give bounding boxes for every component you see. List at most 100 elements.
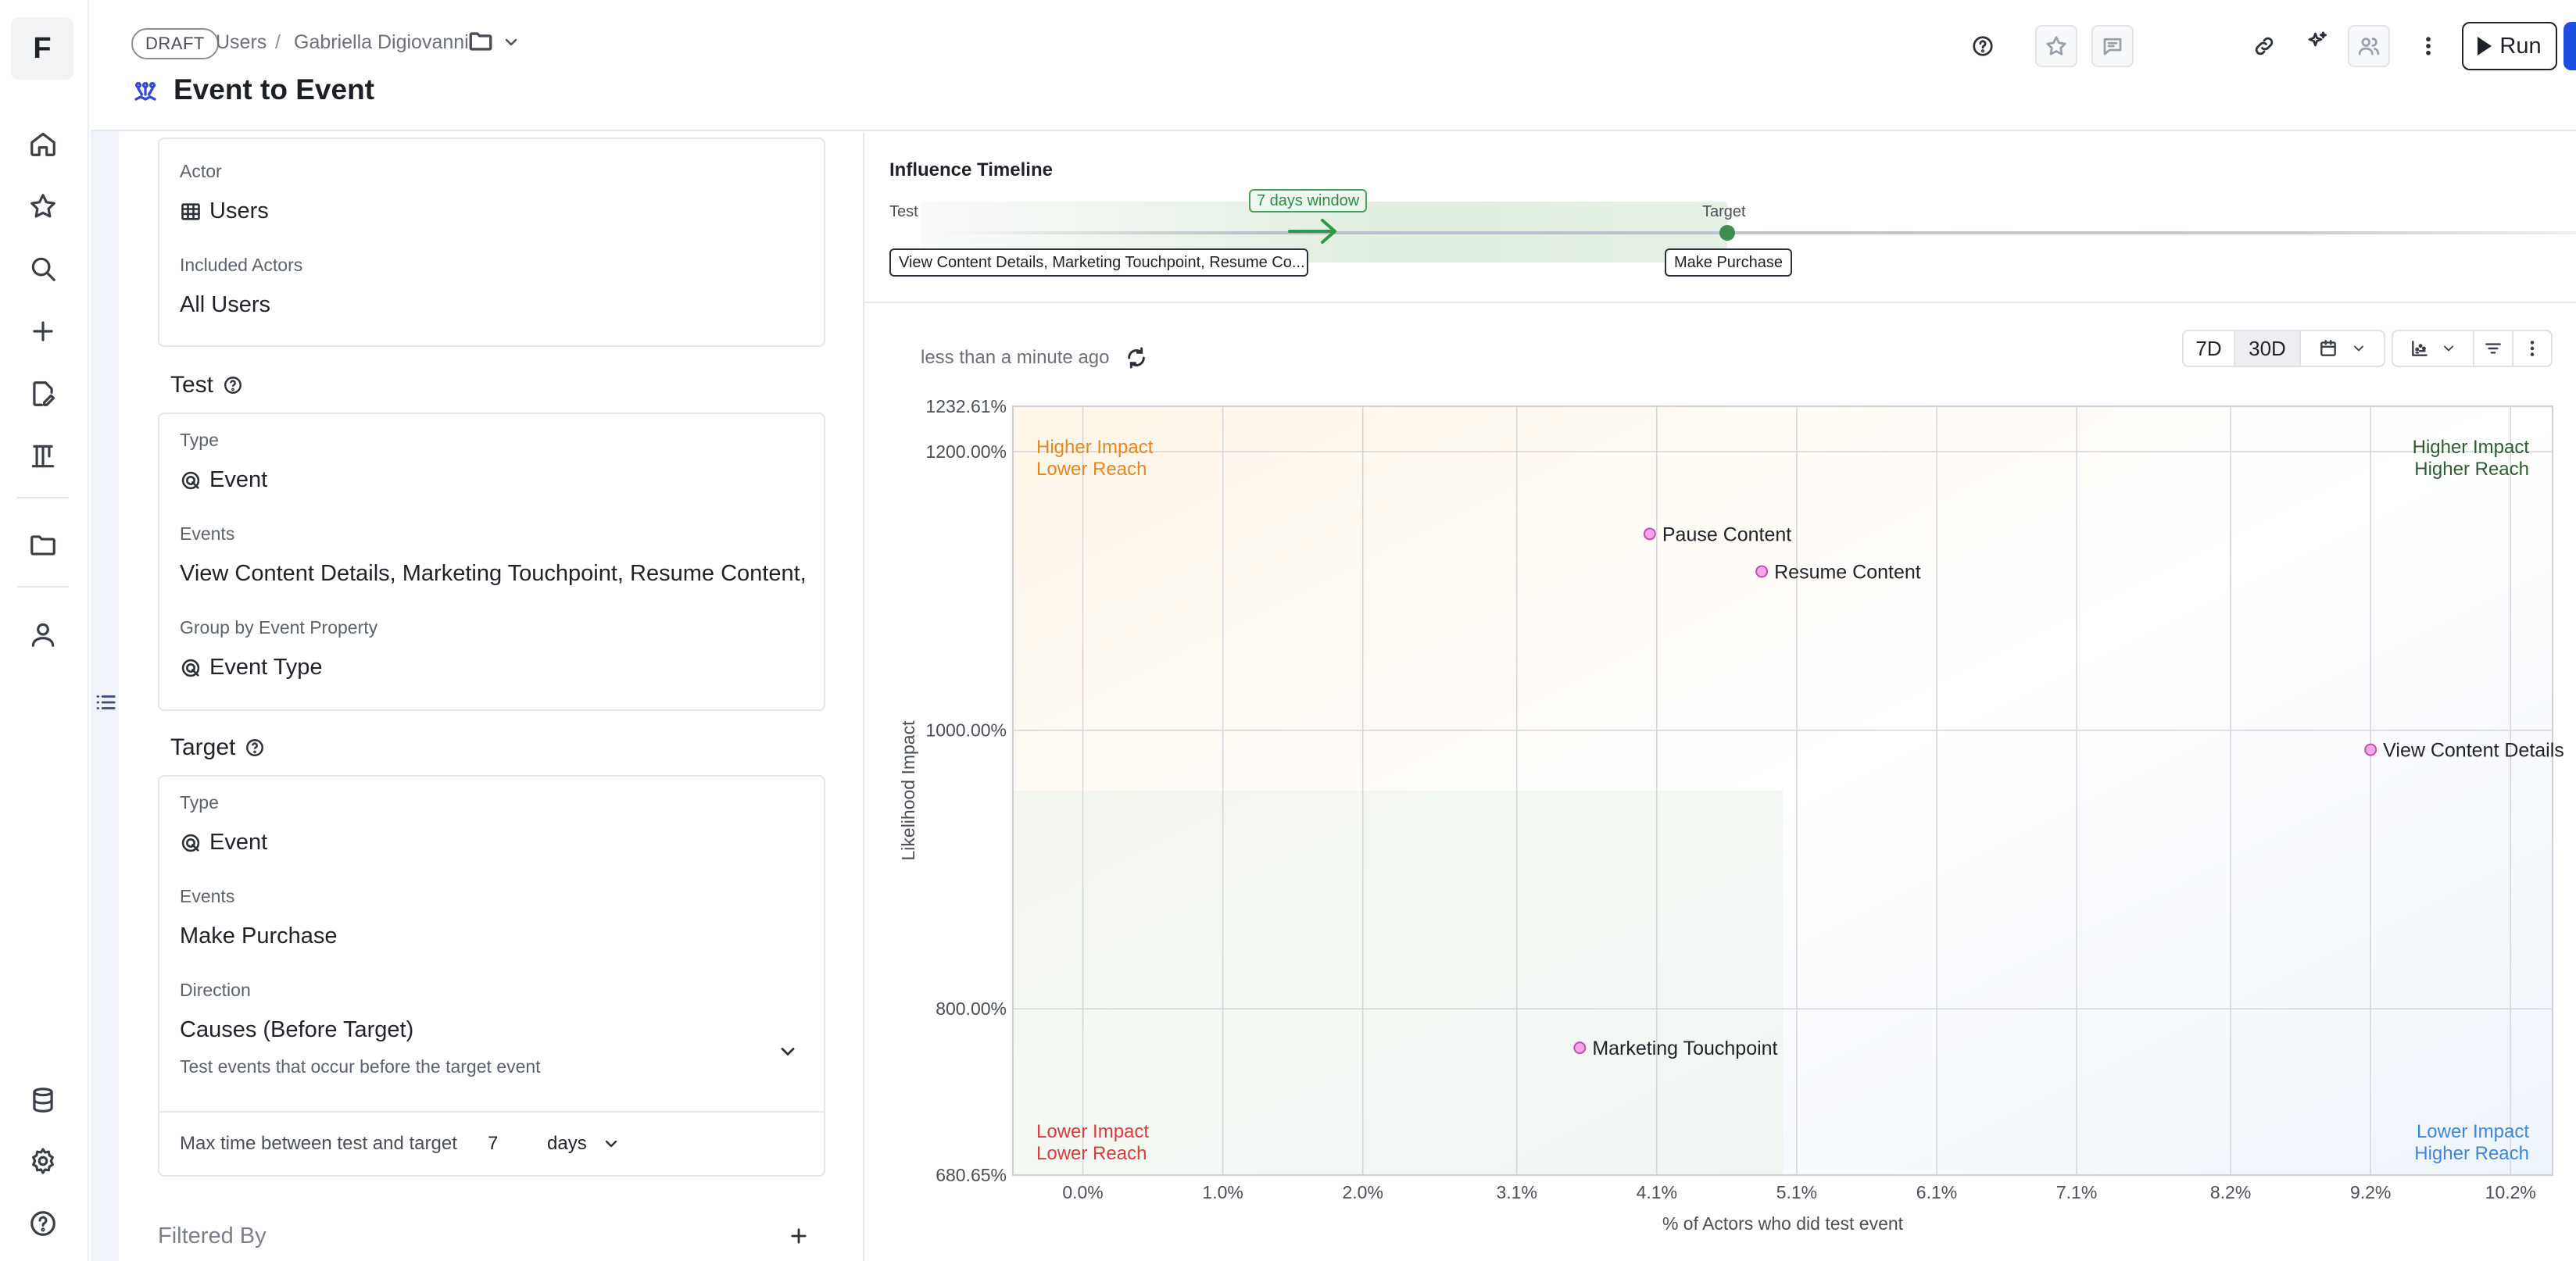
share-users-icon[interactable] <box>2348 25 2390 67</box>
edit-document-icon[interactable] <box>26 377 60 411</box>
scatter-point-label: Resume Content <box>1774 561 1921 583</box>
actor-value[interactable]: Users <box>180 198 269 224</box>
chevron-down-icon <box>2444 345 2453 352</box>
calendar-icon <box>2320 340 2336 356</box>
x-tick-label: 10.2% <box>2485 1182 2536 1202</box>
chevron-down-icon[interactable] <box>502 33 521 52</box>
list-toggle-icon[interactable] <box>94 691 117 714</box>
y-tick-label: 1200.00% <box>925 441 1007 462</box>
x-tick-label: 7.1% <box>2056 1182 2097 1202</box>
user-icon[interactable] <box>26 617 60 652</box>
test-type-value[interactable]: Event <box>180 467 267 493</box>
breadcrumb-separator: / <box>275 31 281 53</box>
timeline-target-chip[interactable]: Make Purchase <box>1665 248 1792 277</box>
timeline-test-chip[interactable]: View Content Details, Marketing Touchpoi… <box>889 248 1308 277</box>
date-picker-button[interactable] <box>2299 330 2385 367</box>
help-icon[interactable] <box>245 738 265 758</box>
group-by-value[interactable]: Event Type <box>180 655 323 681</box>
test-type-label: Type <box>180 430 219 450</box>
help-icon[interactable] <box>223 375 243 395</box>
run-button[interactable]: Run <box>2462 22 2557 70</box>
favorite-star-icon[interactable] <box>2035 25 2077 67</box>
target-type-value[interactable]: Event <box>180 830 267 856</box>
scatter-point-label: Pause Content <box>1662 523 1791 545</box>
app-logo[interactable]: F <box>11 17 73 80</box>
x-tick-label: 2.0% <box>1343 1182 1383 1202</box>
chevron-down-icon[interactable] <box>777 1041 799 1063</box>
breadcrumb-users[interactable]: Users <box>216 31 267 53</box>
influence-timeline: Influence Timeline Test Target 7 days wi… <box>864 133 2576 303</box>
timeline-axis-line <box>943 231 2576 234</box>
save-button[interactable]: Save <box>2563 22 2576 70</box>
max-time-label: Max time between test and target <box>180 1133 457 1154</box>
direction-hint: Test events that occur before the target… <box>180 1056 541 1077</box>
folder-icon[interactable] <box>26 528 60 563</box>
quadrant-label-bottom-right: Higher Reach <box>2414 1143 2529 1164</box>
home-icon[interactable] <box>26 127 60 161</box>
x-axis-label: % of Actors who did test event <box>1662 1213 1904 1234</box>
included-actors-label: Included Actors <box>180 255 303 275</box>
quadrant-label-top-left: Lower Reach <box>1036 459 1147 480</box>
y-tick-label: 1232.61% <box>925 396 1007 416</box>
test-events-label: Events <box>180 523 235 544</box>
plus-icon[interactable] <box>26 314 60 348</box>
included-actors-value[interactable]: All Users <box>180 292 271 317</box>
status-badge: DRAFT <box>131 28 219 59</box>
last-updated: less than a minute ago <box>921 345 1149 370</box>
target-events-value[interactable]: Make Purchase <box>180 923 338 948</box>
nav-divider <box>17 497 69 498</box>
search-icon[interactable] <box>26 252 60 286</box>
chart-area: less than a minute ago 7D 30D Higher Imp… <box>864 305 2576 1261</box>
event-property-icon <box>181 659 200 677</box>
link-icon[interactable] <box>2243 25 2285 67</box>
quadrant-label-bottom-left: Lower Reach <box>1036 1143 1147 1164</box>
add-filter-plus-icon[interactable] <box>788 1225 810 1247</box>
scatter-point-label: View Content Details <box>2383 740 2564 762</box>
actor-value-text: Users <box>209 198 269 223</box>
page-title: Event to Event <box>174 73 374 105</box>
folder-icon[interactable] <box>467 28 494 55</box>
timeline-test-label: Test <box>889 203 918 220</box>
page-header: DRAFT Users / Gabriella Digiovanni Event… <box>91 0 2576 131</box>
run-button-label: Run <box>2499 33 2542 59</box>
event-flow-icon <box>131 78 159 106</box>
test-events-value[interactable]: View Content Details, Marketing Touchpoi… <box>180 561 805 586</box>
x-tick-label: 4.1% <box>1637 1182 1677 1202</box>
test-card[interactable]: Type Event Events View Content Details, … <box>158 413 825 711</box>
x-tick-label: 6.1% <box>1916 1182 1957 1202</box>
target-marker <box>1719 225 1735 241</box>
play-icon <box>2478 37 2492 55</box>
group-by-text: Event Type <box>209 655 323 680</box>
scatter-point[interactable] <box>1573 1041 1587 1055</box>
chevron-down-icon[interactable] <box>602 1134 621 1153</box>
chart-type-button[interactable] <box>2392 330 2474 367</box>
actor-card[interactable]: Actor Users Included Actors All Users <box>158 138 825 347</box>
scatter-point[interactable] <box>1643 527 1656 541</box>
help-icon[interactable] <box>1962 25 2004 67</box>
scatter-point[interactable] <box>2364 743 2377 756</box>
comment-icon[interactable] <box>2091 25 2134 67</box>
max-time-value[interactable]: 7 <box>488 1133 499 1154</box>
star-icon[interactable] <box>26 189 60 223</box>
target-type-text: Event <box>209 830 268 855</box>
refresh-icon[interactable] <box>1124 345 1149 370</box>
database-icon[interactable] <box>26 1083 60 1117</box>
lab-icon[interactable] <box>26 439 60 473</box>
direction-value[interactable]: Causes (Before Target) <box>180 1017 414 1042</box>
test-title-text: Test <box>170 372 214 398</box>
more-vertical-icon[interactable] <box>2512 330 2553 367</box>
help-icon[interactable] <box>26 1206 60 1241</box>
panel-divider <box>863 133 864 1261</box>
breadcrumb-owner[interactable]: Gabriella Digiovanni <box>294 31 469 53</box>
more-vertical-icon[interactable] <box>2407 25 2449 67</box>
gear-icon[interactable] <box>26 1144 60 1178</box>
quadrant-label-bottom-right: Lower Impact <box>2417 1121 2529 1142</box>
y-tick-label: 800.00% <box>936 998 1007 1019</box>
max-time-unit[interactable]: days <box>547 1133 587 1154</box>
scatter-point[interactable] <box>1755 565 1769 578</box>
ai-sparkle-icon[interactable] <box>2296 20 2338 63</box>
last-updated-text: less than a minute ago <box>921 347 1110 368</box>
target-card[interactable]: Type Event Events Make Purchase Directio… <box>158 775 825 1177</box>
query-config-panel: Actor Users Included Actors All Users Te… <box>119 133 861 1261</box>
range-7d-button[interactable]: 7D <box>2182 330 2235 367</box>
